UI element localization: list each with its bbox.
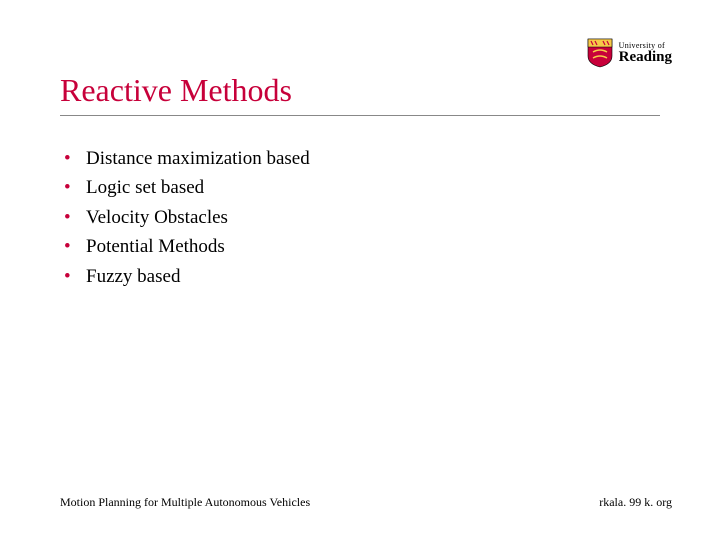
logo-text: University of Reading (619, 42, 672, 65)
slide-footer: Motion Planning for Multiple Autonomous … (60, 495, 672, 510)
footer-right: rkala. 99 k. org (599, 495, 672, 510)
shield-icon (587, 38, 613, 68)
list-item: Logic set based (64, 173, 660, 202)
list-item: Fuzzy based (64, 262, 660, 291)
list-item: Potential Methods (64, 232, 660, 261)
slide: University of Reading Reactive Methods D… (0, 0, 720, 540)
footer-left: Motion Planning for Multiple Autonomous … (60, 495, 310, 510)
university-logo: University of Reading (587, 38, 672, 68)
slide-title: Reactive Methods (60, 72, 660, 116)
bullet-list: Distance maximization based Logic set ba… (60, 144, 660, 291)
logo-line2: Reading (619, 50, 672, 65)
list-item: Velocity Obstacles (64, 203, 660, 232)
list-item: Distance maximization based (64, 144, 660, 173)
